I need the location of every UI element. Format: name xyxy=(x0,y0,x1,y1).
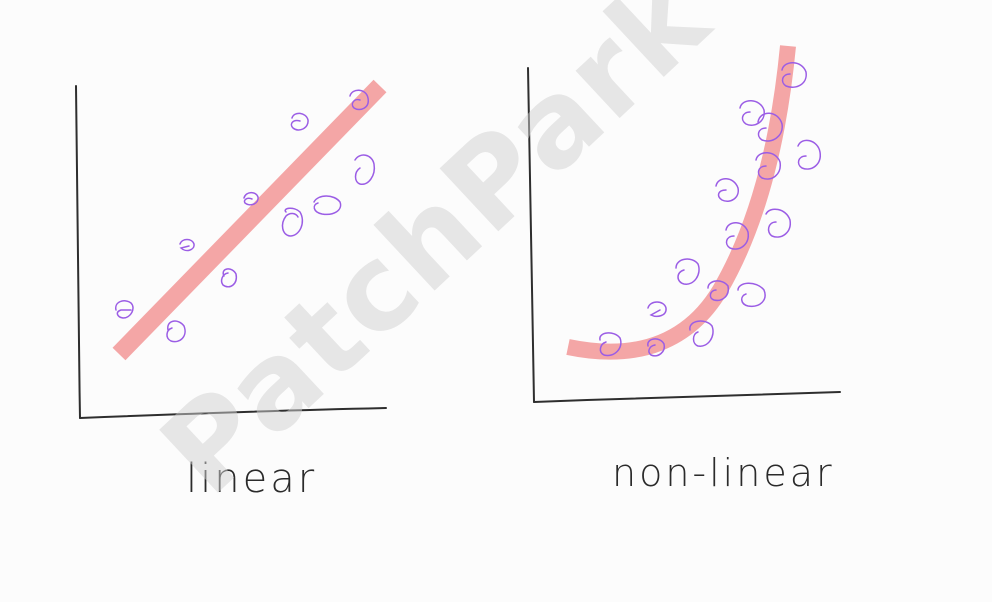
nonlinear-point xyxy=(675,258,700,285)
linear-point xyxy=(281,207,304,237)
nonlinear-point xyxy=(737,282,766,308)
linear-point xyxy=(166,320,186,343)
nonlinear-point xyxy=(757,112,783,142)
linear-point xyxy=(349,89,369,111)
nonlinear-panel: non-linear xyxy=(527,45,841,495)
linear-point xyxy=(290,112,309,131)
linear-point xyxy=(179,238,195,252)
linear-label: linear xyxy=(186,456,317,502)
linear-point xyxy=(220,268,238,288)
linear-fit-line xyxy=(112,79,387,361)
linear-point xyxy=(354,154,376,185)
nonlinear-point xyxy=(715,178,739,202)
linear-y-axis xyxy=(75,85,81,419)
nonlinear-fit-curve xyxy=(566,45,796,360)
nonlinear-point xyxy=(647,301,667,318)
nonlinear-point xyxy=(707,280,730,302)
nonlinear-point xyxy=(689,320,714,347)
linear-point xyxy=(313,195,342,216)
nonlinear-point xyxy=(739,100,765,126)
nonlinear-point xyxy=(765,208,791,238)
linear-axes xyxy=(75,85,387,419)
linear-panel: linear xyxy=(75,79,387,502)
nonlinear-point xyxy=(647,338,666,357)
nonlinear-y-axis xyxy=(527,67,535,403)
nonlinear-axes xyxy=(527,67,841,403)
linear-point xyxy=(243,191,259,206)
nonlinear-x-axis xyxy=(533,391,841,403)
nonlinear-point xyxy=(599,332,622,357)
nonlinear-point xyxy=(781,62,807,88)
nonlinear-point xyxy=(797,139,821,170)
watermark-text: PatchPark xyxy=(135,0,735,520)
nonlinear-point xyxy=(755,152,781,180)
nonlinear-point xyxy=(725,222,749,250)
linear-point xyxy=(115,300,134,319)
nonlinear-label: non-linear xyxy=(612,451,835,495)
nonlinear-data-points xyxy=(599,62,821,357)
linear-x-axis xyxy=(79,407,387,419)
linear-data-points xyxy=(115,89,376,343)
